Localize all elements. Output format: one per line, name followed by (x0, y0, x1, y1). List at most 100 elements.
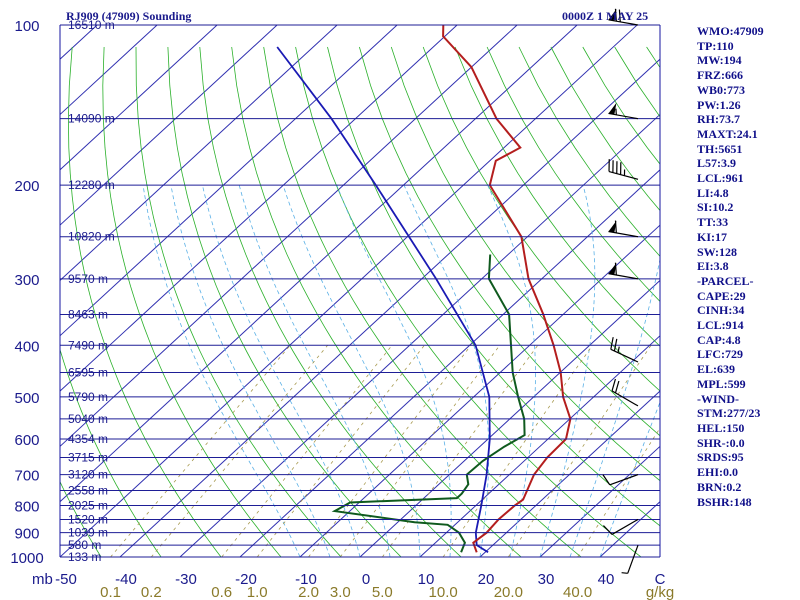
indices-panel: WMO:47909 TP:110 MW:194 FRZ:666 WB0:773 PW:1.… (697, 24, 800, 509)
wind-barb (611, 378, 639, 407)
temperature-tick-label: 0 (362, 571, 370, 588)
wind-barb (602, 474, 639, 486)
dry-adiabat-line (167, 46, 402, 557)
valid-time: 0000Z 1 MAY 25 (562, 9, 649, 23)
pressure-tick-label: 900 (14, 526, 39, 543)
dry-adiabat-line (422, 46, 660, 392)
height-label: 5790 m (68, 390, 108, 404)
index-row: TP:110 (697, 38, 734, 53)
index-row: FRZ:666 (697, 68, 743, 83)
isotherm-line (60, 25, 218, 171)
index-row: TT:33 (697, 215, 729, 230)
isotherm-line (119, 58, 660, 557)
height-label: 5040 m (68, 412, 108, 426)
index-row: -PARCEL- (697, 273, 754, 288)
index-row: CINH:34 (697, 303, 745, 318)
mixing-ratio-line (150, 345, 328, 557)
dry-adiabat-line (67, 46, 222, 557)
mixing-ratio-label: 0.1 (100, 584, 121, 600)
height-label: 133 m (68, 550, 101, 564)
temperature-tick-label: 10 (418, 571, 435, 588)
mixing-ratio-label: 0.6 (211, 584, 232, 600)
parcel-trace (276, 46, 491, 554)
temperature-tick-label: -20 (235, 571, 257, 588)
isotherm-line (419, 335, 660, 557)
height-label: 3120 m (68, 468, 108, 482)
height-label: 7490 m (68, 338, 108, 352)
dry-adiabat-line (390, 46, 660, 437)
mixing-ratio-line (256, 345, 425, 557)
wind-barb (608, 220, 639, 238)
mixing-ratio-line (508, 345, 652, 557)
height-label: 2025 m (68, 498, 108, 512)
index-row: MAXT:24.1 (697, 126, 758, 141)
height-label: 10820 m (68, 230, 115, 244)
dry-adiabat-line (60, 348, 162, 557)
mixing-ratio-line (308, 345, 472, 557)
mixing-ratio-label: 5.0 (372, 584, 393, 600)
index-row: SRDS:95 (697, 450, 744, 465)
mixing-ratio-label: 40.0 (563, 584, 592, 600)
dry-adiabat-line (135, 46, 342, 557)
mixing-ratio-label: 10.0 (429, 584, 458, 600)
wind-barb (608, 102, 639, 120)
isotherm-line (359, 279, 660, 557)
dewpoint-trace (331, 254, 526, 553)
pressure-tick-label: 600 (14, 432, 39, 449)
dry-adiabat-line (231, 46, 522, 557)
index-row: CAPE:29 (697, 288, 746, 303)
index-row: MPL:599 (697, 376, 746, 391)
mixing-ratio-label: 2.0 (298, 584, 319, 600)
mixing-ratio-line (442, 345, 593, 557)
index-row: SI:10.2 (697, 200, 734, 215)
isotherm-line (60, 25, 578, 503)
moist-adiabat-line (539, 185, 596, 557)
index-row: RH:73.7 (697, 112, 740, 127)
index-row: LFC:729 (697, 347, 743, 362)
index-row: TH:5651 (697, 141, 743, 156)
index-row: EHI:0.0 (697, 465, 739, 480)
index-row: SHR-:0.0 (697, 435, 745, 450)
height-label: 580 m (68, 538, 101, 552)
height-label: 4354 m (68, 432, 108, 446)
temperature-unit-label: C (655, 571, 666, 588)
index-row: EL:639 (697, 362, 736, 377)
isotherm-line (60, 25, 398, 337)
index-row: LCL:961 (697, 171, 744, 186)
wind-barb (608, 262, 639, 280)
height-label: 2558 m (68, 484, 108, 498)
index-row: PW:1.26 (697, 97, 741, 112)
temperature-tick-label: 30 (538, 571, 555, 588)
index-row: KI:17 (697, 229, 727, 244)
pressure-tick-label: 500 (14, 390, 39, 407)
temperature-tick-label: -30 (175, 571, 197, 588)
wind-barb (608, 159, 639, 180)
height-label: 6595 m (68, 366, 108, 380)
index-row: HEL:150 (697, 420, 745, 435)
moist-adiabat-line (487, 184, 536, 557)
moist-adiabat-line (142, 185, 301, 557)
moist-adiabat-line (569, 257, 660, 557)
height-label: 3715 m (68, 450, 108, 464)
wind-barb (621, 544, 639, 574)
dry-adiabat-line (454, 46, 660, 347)
mixing-ratio-line (221, 345, 393, 557)
height-label: 16510 m (68, 18, 115, 32)
isotherm-line (60, 25, 278, 226)
isotherm-line (479, 390, 660, 557)
height-label: 1039 m (68, 526, 108, 540)
index-row: WMO:47909 (697, 24, 764, 38)
index-row: -WIND- (697, 391, 739, 406)
pressure-tick-label: 1000 (10, 550, 43, 567)
dry-adiabat-line (60, 480, 102, 557)
station-title: RJ909 (47909) Sounding (66, 9, 192, 23)
mixing-ratio-label: 1.0 (247, 584, 268, 600)
height-label: 9570 m (68, 272, 108, 286)
index-row: STM:277/23 (697, 406, 761, 421)
index-row: BRN:0.2 (697, 479, 742, 494)
dry-adiabat-line (327, 46, 660, 527)
pressure-tick-label: 300 (14, 272, 39, 289)
moist-adiabat-line (170, 185, 331, 557)
isotherm-line (299, 224, 660, 557)
dry-adiabat-line (102, 46, 282, 557)
